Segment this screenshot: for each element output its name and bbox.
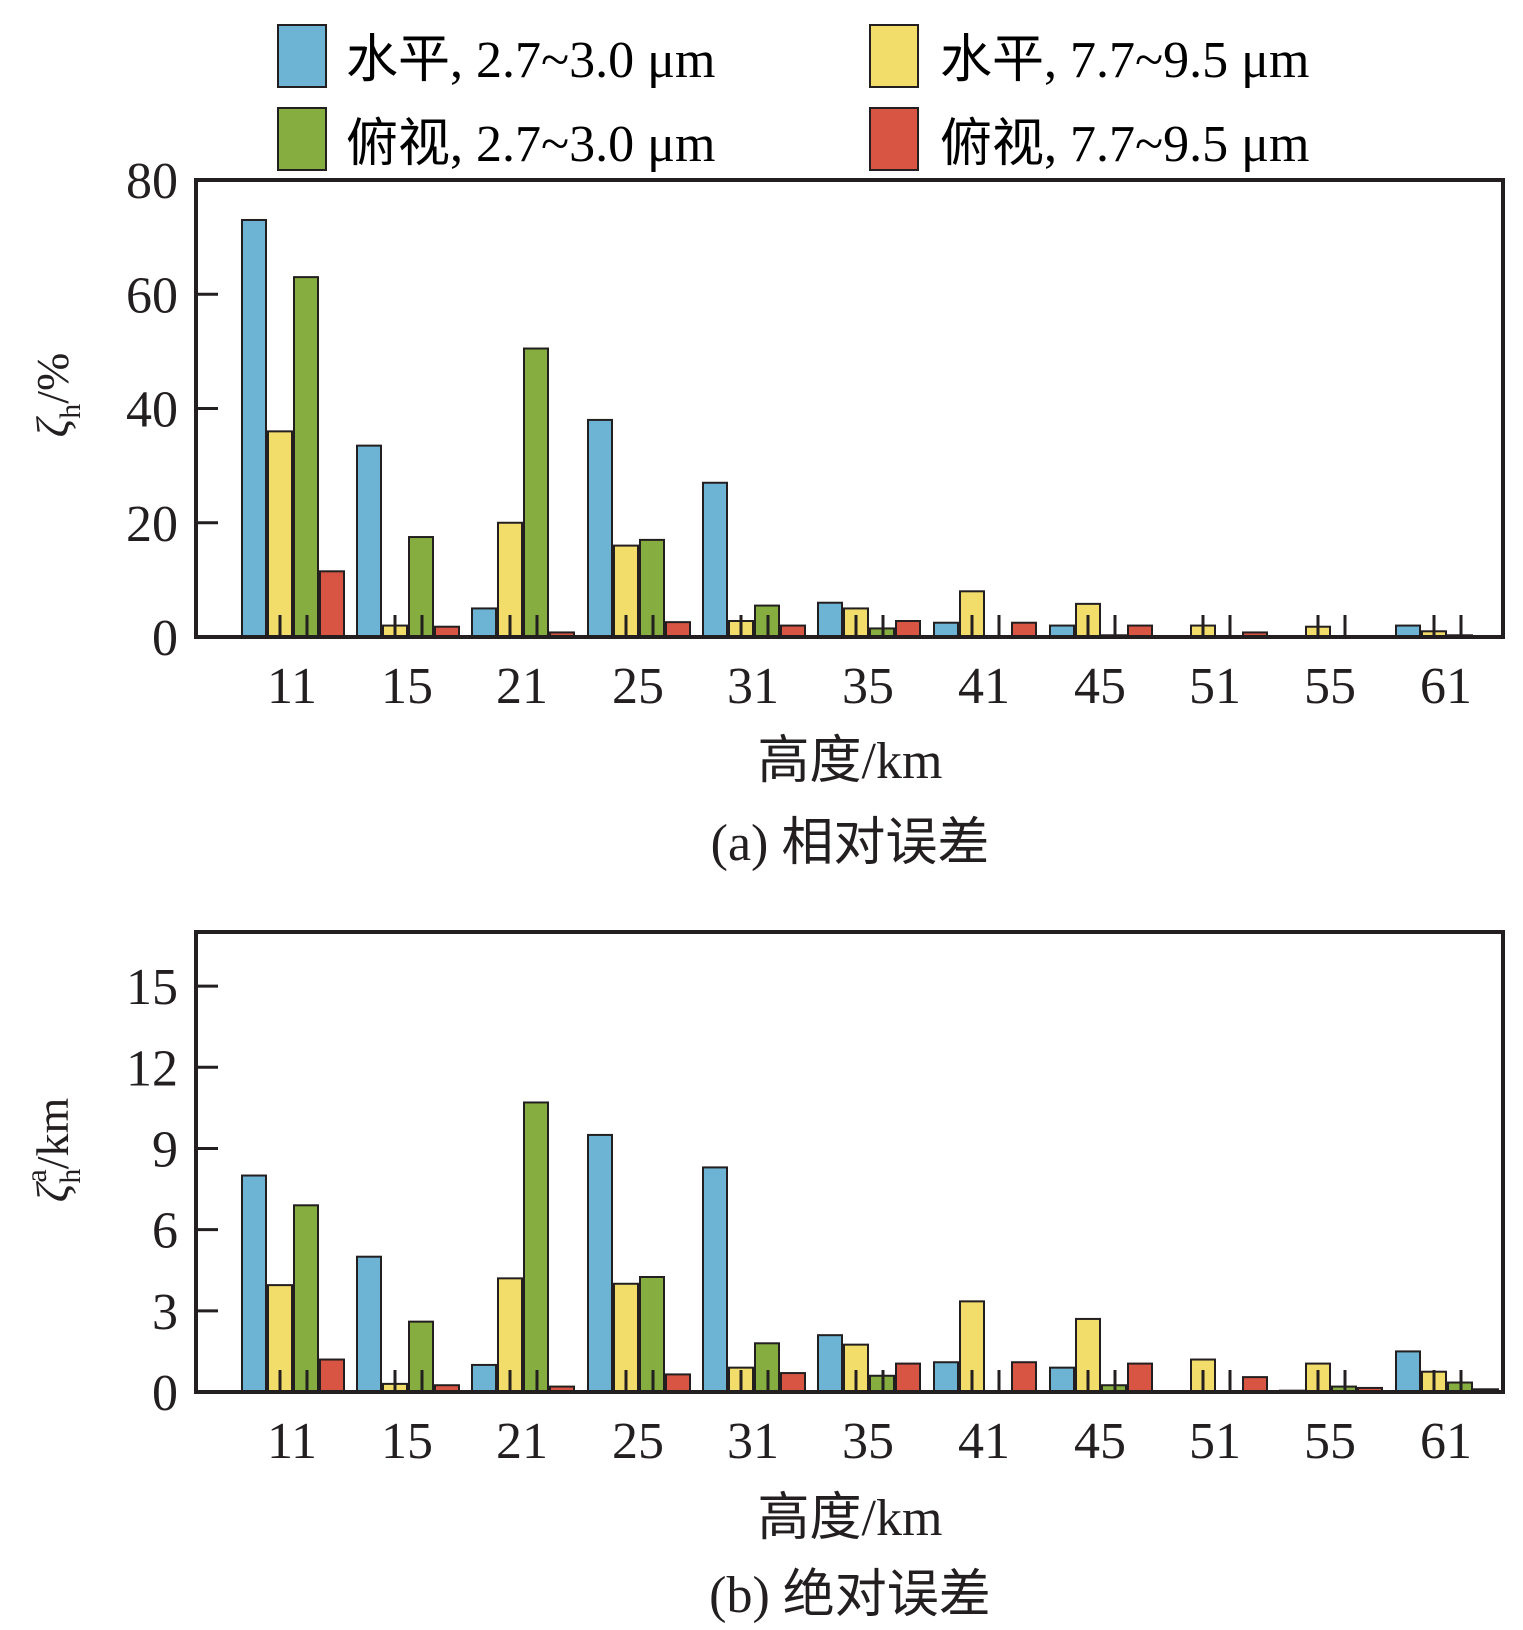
y-axis-symbol-a: ζ [27, 415, 78, 437]
bar-a-nadir-long-35 [895, 620, 921, 639]
x-tick-label-b-25: 25 [612, 1413, 664, 1470]
bar-b-nadir-short-11 [293, 1204, 319, 1393]
x-tick-label-b-31: 31 [727, 1413, 779, 1470]
plot-frame-a [194, 178, 1505, 639]
plot-frame-b [194, 930, 1505, 1394]
legend-item-nadir-long: 俯视, 7.7~9.5 μm [869, 107, 1309, 173]
legend: 水平, 2.7~3.0 μm 水平, 7.7~9.5 μm 俯视, 2.7~3.… [277, 24, 1309, 173]
bar-a-nadir-short-11 [293, 276, 319, 638]
bar-a-horizontal-short-25 [587, 418, 613, 638]
bar-a-horizontal-long-11 [267, 430, 293, 638]
y-tick-label-b-6: 6 [152, 1203, 178, 1260]
x-tick-label-a-45: 45 [1074, 658, 1126, 715]
legend-item-nadir-short: 俯视, 2.7~3.0 μm [277, 107, 715, 173]
bar-b-horizontal-short-45 [1049, 1366, 1075, 1394]
y-axis-unit-a: /% [27, 353, 78, 404]
bar-a-nadir-long-41 [1011, 621, 1037, 638]
caption-b: (b) 绝对误差 [709, 1567, 991, 1624]
bar-b-nadir-long-31 [780, 1372, 806, 1394]
x-tick-label-a-11: 11 [267, 658, 317, 715]
x-axis-label-a: 高度/km [758, 733, 943, 790]
bar-a-horizontal-short-31 [702, 481, 728, 639]
x-tick-label-a-31: 31 [727, 658, 779, 715]
y-tick-label-a-40: 40 [126, 382, 178, 439]
y-axis-label-b: ζha/km [20, 1098, 87, 1203]
x-tick-label-b-35: 35 [842, 1413, 894, 1470]
caption-a: (a) 相对误差 [711, 815, 990, 872]
x-tick-label-a-25: 25 [612, 658, 664, 715]
y-axis-label-a: ζh/% [27, 353, 87, 438]
x-tick-label-a-51: 51 [1189, 658, 1241, 715]
bar-b-horizontal-short-21 [471, 1363, 497, 1393]
x-axis-label-b: 高度/km [758, 1490, 943, 1547]
legend-swatch-nadir-short [277, 107, 327, 171]
bar-a-horizontal-short-41 [933, 621, 959, 638]
legend-item-horizontal-long: 水平, 7.7~9.5 μm [869, 24, 1309, 89]
bar-b-horizontal-short-41 [933, 1361, 959, 1394]
x-tick-label-a-41: 41 [958, 658, 1010, 715]
x-tick-label-a-35: 35 [842, 658, 894, 715]
legend-swatch-horizontal-long [869, 24, 919, 88]
y-tick-label-b-3: 3 [152, 1284, 178, 1341]
x-tick-label-b-41: 41 [958, 1413, 1010, 1470]
absolute-error-chart: 0 3 6 9 12 15 11 15 21 25 31 35 41 45 51 55 61 高度/km (b) 绝… [20, 930, 1505, 1624]
x-tick-label-b-51: 51 [1189, 1413, 1241, 1470]
y-axis-unit-b: /km [27, 1098, 78, 1170]
bar-b-nadir-long-41 [1011, 1361, 1037, 1394]
x-tick-label-b-11: 11 [267, 1413, 317, 1470]
y-tick-label-b-12: 12 [126, 1040, 178, 1097]
y-axis-superscript-b: a [20, 1169, 53, 1182]
bar-b-horizontal-short-61 [1395, 1350, 1421, 1393]
bar-a-horizontal-short-21 [471, 607, 497, 638]
x-tick-label-a-15: 15 [381, 658, 433, 715]
bar-a-horizontal-short-35 [817, 601, 843, 638]
y-axis-subscript-b: h [54, 1169, 87, 1184]
y-axis-symbol-b: ζ [27, 1180, 78, 1202]
bar-b-horizontal-short-35 [817, 1334, 843, 1394]
bar-b-nadir-long-11 [319, 1358, 345, 1394]
bar-a-horizontal-short-15 [356, 444, 382, 638]
bar-b-nadir-short-21 [523, 1101, 549, 1393]
y-tick-label-a-80: 80 [126, 153, 178, 210]
y-axis-subscript-a: h [54, 404, 87, 419]
y-tick-label-a-0: 0 [152, 610, 178, 667]
legend-swatch-nadir-long [869, 107, 919, 171]
y-tick-label-b-15: 15 [126, 959, 178, 1016]
bar-b-horizontal-short-31 [702, 1166, 728, 1393]
bar-b-nadir-long-35 [895, 1362, 921, 1394]
legend-label-nadir-short: 俯视, 2.7~3.0 μm [346, 116, 715, 173]
x-tick-label-b-21: 21 [496, 1413, 548, 1470]
bar-b-horizontal-short-15 [356, 1255, 382, 1394]
bar-b-horizontal-long-21 [497, 1277, 523, 1393]
bar-a-nadir-long-25 [665, 621, 691, 639]
x-tick-label-a-21: 21 [496, 658, 548, 715]
bar-b-horizontal-short-11 [241, 1174, 267, 1393]
bar-a-nadir-long-11 [319, 570, 345, 639]
legend-label-nadir-long: 俯视, 7.7~9.5 μm [940, 116, 1309, 173]
legend-label-horizontal-short: 水平, 2.7~3.0 μm [346, 32, 715, 89]
x-tick-label-b-55: 55 [1304, 1413, 1356, 1470]
relative-error-chart: 0 20 40 60 80 11 15 21 25 31 35 41 45 51 55 61 高度/km (a) … [27, 153, 1505, 872]
x-tick-label-a-55: 55 [1304, 658, 1356, 715]
y-tick-label-b-0: 0 [152, 1365, 178, 1422]
legend-label-horizontal-long: 水平, 7.7~9.5 μm [940, 32, 1309, 89]
bar-a-nadir-short-21 [523, 347, 549, 638]
y-tick-label-a-60: 60 [126, 267, 178, 324]
bar-a-horizontal-short-11 [241, 218, 267, 639]
bar-b-nadir-long-45 [1127, 1362, 1153, 1394]
y-tick-label-b-9: 9 [152, 1121, 178, 1178]
x-tick-label-b-15: 15 [381, 1413, 433, 1470]
bar-b-horizontal-short-25 [587, 1133, 613, 1393]
legend-swatch-horizontal-short [277, 24, 327, 88]
bar-b-nadir-long-51 [1242, 1376, 1268, 1394]
legend-item-horizontal-short: 水平, 2.7~3.0 μm [277, 24, 715, 89]
x-tick-label-b-61: 61 [1420, 1413, 1472, 1470]
y-tick-label-a-20: 20 [126, 496, 178, 553]
x-tick-label-b-45: 45 [1074, 1413, 1126, 1470]
bar-b-nadir-long-25 [665, 1373, 691, 1393]
x-tick-label-a-61: 61 [1420, 658, 1472, 715]
